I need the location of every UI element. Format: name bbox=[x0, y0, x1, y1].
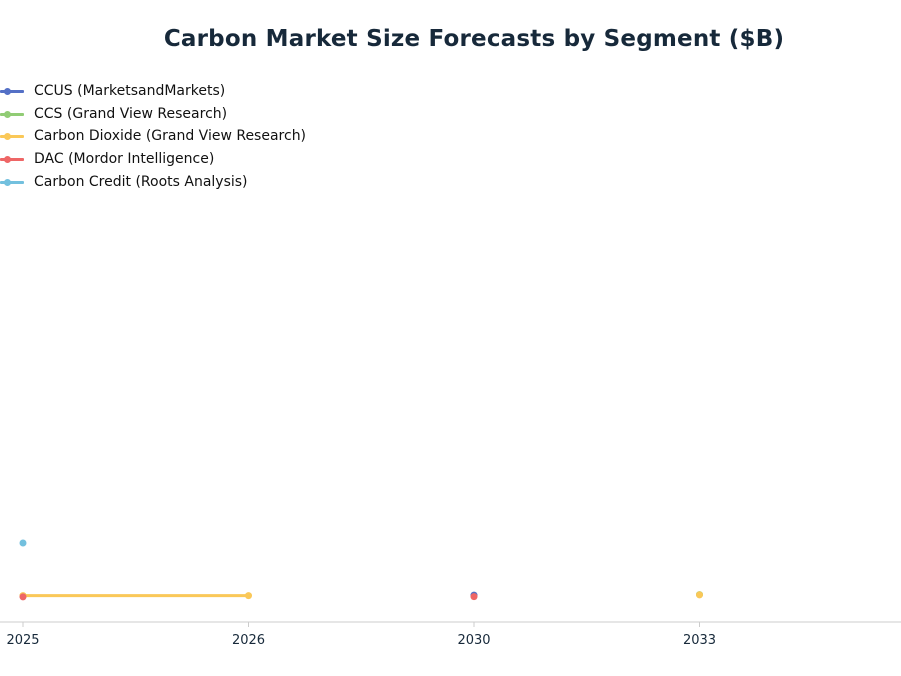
legend-swatch bbox=[0, 176, 24, 188]
x-tick-label: 2026 bbox=[232, 633, 265, 648]
legend-item-dac-mordor-intelligence[interactable]: DAC (Mordor Intelligence) bbox=[0, 148, 306, 171]
legend: CCUS (MarketsandMarkets) CCS (Grand View … bbox=[0, 80, 306, 193]
legend-swatch bbox=[0, 108, 24, 120]
legend-swatch bbox=[0, 130, 24, 142]
chart-title: Carbon Market Size Forecasts by Segment … bbox=[163, 26, 785, 52]
legend-swatch-line bbox=[0, 90, 24, 94]
legend-label: Carbon Dioxide (Grand View Research) bbox=[34, 128, 307, 145]
legend-swatch-dot bbox=[4, 178, 11, 186]
data-point-carbon-dioxide-grand-view-research-2033[interactable] bbox=[696, 591, 703, 599]
legend-item-carbon-credit-roots-analysis[interactable]: Carbon Credit (Roots Analysis) bbox=[0, 170, 306, 193]
legend-swatch-dot bbox=[4, 156, 11, 164]
legend-swatch-line bbox=[0, 158, 24, 162]
legend-swatch-dot bbox=[4, 133, 11, 141]
legend-swatch-dot bbox=[4, 110, 11, 118]
legend-label: Carbon Credit (Roots Analysis) bbox=[34, 173, 248, 190]
legend-label: DAC (Mordor Intelligence) bbox=[34, 151, 215, 168]
legend-item-carbon-dioxide-grand-view-research[interactable]: Carbon Dioxide (Grand View Research) bbox=[0, 125, 306, 148]
legend-swatch-dot bbox=[4, 88, 11, 96]
x-tick-label: 2025 bbox=[6, 633, 39, 648]
legend-swatch-line bbox=[0, 135, 24, 139]
series-points bbox=[19, 539, 703, 601]
legend-swatch bbox=[0, 153, 24, 165]
data-point-dac-mordor-intelligence-2025[interactable] bbox=[19, 593, 27, 601]
x-tick-label: 2033 bbox=[683, 633, 716, 648]
x-tick-label: 2030 bbox=[457, 633, 490, 648]
x-axis-ticks: 2025 2026 2030 2033 bbox=[6, 622, 716, 648]
legend-swatch bbox=[0, 85, 24, 97]
legend-swatch-line bbox=[0, 180, 24, 184]
legend-label: CCS (Grand View Research) bbox=[34, 105, 228, 122]
data-point-dac-mordor-intelligence-2030[interactable] bbox=[470, 593, 478, 601]
legend-swatch-line bbox=[0, 112, 24, 116]
legend-item-ccus-marketsandmarkets[interactable]: CCUS (MarketsandMarkets) bbox=[0, 80, 306, 103]
legend-label: CCUS (MarketsandMarkets) bbox=[34, 83, 226, 100]
data-point-carbon-dioxide-grand-view-research-2026[interactable] bbox=[245, 592, 252, 600]
legend-item-ccs-grand-view-research[interactable]: CCS (Grand View Research) bbox=[0, 103, 306, 126]
data-point-carbon-credit-roots-analysis-2025[interactable] bbox=[19, 539, 27, 547]
